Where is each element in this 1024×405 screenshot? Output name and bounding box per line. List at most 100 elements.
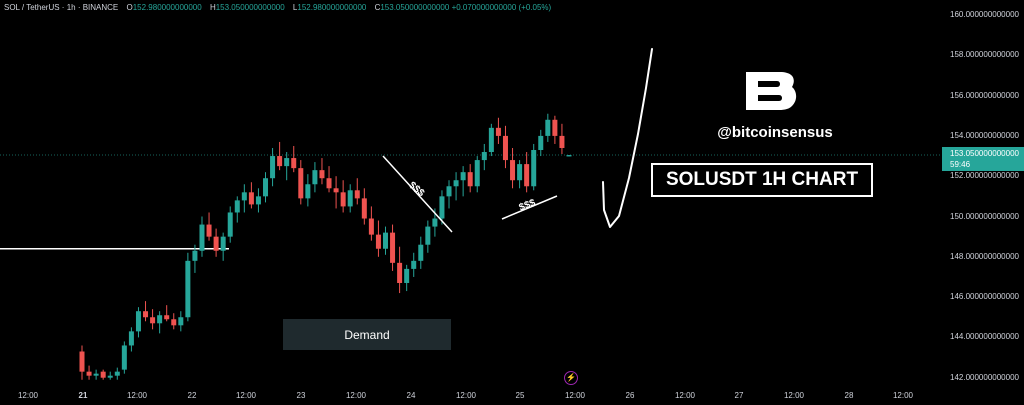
candle-body [227, 212, 233, 237]
candle-body [382, 232, 388, 249]
demand-label: Demand [344, 327, 390, 342]
time-axis-label: 12:00 [126, 391, 148, 400]
current-price-tag: 153.050000000000 59:46 [942, 147, 1024, 171]
candle-body [340, 192, 346, 207]
candle-body [135, 311, 141, 332]
candle-body [248, 192, 254, 205]
price-axis-label: 160.000000000000 [950, 10, 1019, 19]
candle-body [199, 224, 205, 251]
candle-body [143, 311, 149, 318]
candle-body [347, 190, 353, 207]
change-value: +0.070000000000 (+0.05%) [451, 3, 552, 12]
time-axis-label: 12:00 [17, 391, 39, 400]
candle-body [178, 317, 184, 326]
candle-body [453, 180, 459, 187]
candle-body [517, 164, 523, 181]
candle-body [291, 158, 297, 169]
ohlc-header: SOL / TetherUS · 1h · BINANCE O152.98000… [4, 3, 551, 12]
lightning-icon[interactable]: ⚡ [564, 371, 578, 385]
time-axis-label: 27 [734, 391, 744, 400]
candle-body [432, 218, 438, 227]
candle-body [524, 164, 530, 187]
candle-body [185, 260, 191, 318]
candle-body [474, 160, 480, 187]
candle-body [404, 268, 410, 283]
candle-body [488, 127, 494, 153]
candle-body [333, 188, 339, 193]
candle-body [510, 160, 516, 181]
candle-body [538, 135, 544, 151]
time-axis-label: 23 [296, 391, 306, 400]
candle-body [121, 345, 127, 370]
open-label: O [126, 3, 133, 12]
candle-body [559, 135, 565, 148]
candle-body [107, 375, 113, 378]
price-axis-label: 152.000000000000 [950, 171, 1019, 181]
time-axis-label: 26 [625, 391, 635, 400]
candle-body [270, 156, 276, 179]
brand-handle: @bitcoinsensus [717, 124, 833, 141]
time-axis-label: 12:00 [235, 391, 257, 400]
candle-body [397, 262, 403, 283]
candle-body [263, 178, 269, 197]
candle-body [298, 168, 304, 199]
candle-body [157, 315, 163, 324]
candle-body [552, 119, 558, 136]
time-axis-label: 22 [187, 391, 197, 400]
time-axis-label: 12:00 [455, 391, 477, 400]
price-axis-label: 148.000000000000 [950, 251, 1019, 261]
high-value: 153.050000000000 [215, 3, 285, 12]
candle-body [390, 232, 396, 263]
bitcoinsensus-logo [746, 72, 797, 110]
time-axis-label: 12:00 [892, 391, 914, 400]
candle-body [213, 236, 219, 251]
candle-body [100, 371, 106, 378]
candle-body [460, 172, 466, 181]
candle-body [305, 184, 311, 199]
candle-body [368, 218, 374, 235]
candle-body [361, 198, 367, 219]
candle-body [418, 244, 424, 261]
candle-body [354, 190, 360, 199]
candle-body [566, 155, 572, 157]
time-axis-label: 12:00 [564, 391, 586, 400]
price-axis-label: 150.000000000000 [950, 211, 1019, 221]
candle-body [128, 331, 134, 346]
open-value: 152.980000000000 [132, 3, 202, 12]
trendline-lower [501, 195, 558, 220]
symbol-label[interactable]: SOL / TetherUS · 1h · BINANCE [4, 3, 119, 12]
candle-body [375, 234, 381, 249]
close-value: 153.050000000000 [380, 3, 450, 12]
candle-body [164, 315, 170, 320]
candle-body [495, 127, 501, 136]
chart-title: SOLUSDT 1H CHART [665, 169, 859, 190]
candle-body [312, 170, 318, 185]
candle-body [241, 192, 247, 201]
close-label: C [374, 3, 381, 12]
candle-body [86, 371, 92, 376]
candle-body [425, 226, 431, 245]
candle-body [192, 250, 198, 261]
high-label: H [209, 3, 216, 12]
candle-body [171, 319, 177, 326]
price-axis-label: 154.000000000000 [950, 130, 1019, 140]
candle-body [481, 152, 487, 161]
candle-body [150, 317, 156, 324]
candle-body [93, 373, 99, 376]
trendline-upper [382, 155, 453, 233]
candle-countdown: 59:46 [950, 160, 971, 169]
candle-body [114, 371, 120, 376]
candle-body [234, 200, 240, 213]
price-axis-label: 158.000000000000 [950, 50, 1019, 60]
candle-body [326, 178, 332, 189]
candle-body [531, 150, 537, 187]
chart-title-box: SOLUSDT 1H CHART [651, 163, 873, 197]
price-axis-label: 142.000000000000 [950, 372, 1019, 382]
demand-zone[interactable]: Demand [283, 319, 451, 350]
current-price-value: 153.050000000000 [950, 149, 1019, 158]
time-axis-label: 12:00 [674, 391, 696, 400]
price-axis-label: 144.000000000000 [950, 332, 1019, 342]
candle-body [319, 170, 325, 179]
time-axis-label: 24 [406, 391, 416, 400]
